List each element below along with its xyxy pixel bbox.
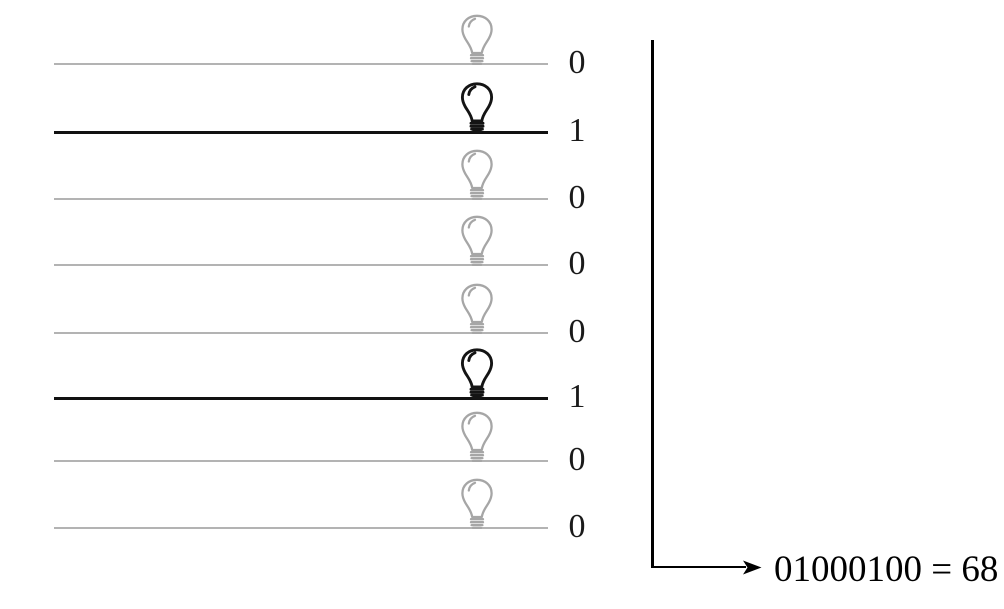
lightbulb-icon	[461, 411, 493, 463]
bit-row-line	[54, 460, 548, 462]
bit-row-line	[54, 527, 548, 529]
bit-row-line	[54, 396, 548, 400]
lightbulb-icon	[460, 82, 494, 134]
lightbulb-icon	[461, 149, 493, 201]
bit-row-line	[54, 264, 548, 266]
lightbulb-icon	[461, 14, 493, 66]
lightbulb-icon	[461, 283, 493, 335]
bit-value-label: 1	[568, 112, 586, 149]
sum-arrow-horizontal-line	[651, 565, 746, 568]
bit-row-line	[54, 332, 548, 334]
lightbulb-icon	[461, 478, 493, 530]
bit-value-label: 0	[568, 508, 586, 545]
lightbulb-icon	[461, 215, 493, 267]
bit-value-label: 1	[568, 378, 586, 415]
bit-value-label: 0	[568, 44, 586, 81]
bit-row-line	[54, 63, 548, 65]
arrowhead-right-icon	[743, 560, 762, 575]
bit-row-line	[54, 130, 548, 134]
bit-value-label: 0	[568, 245, 586, 282]
bit-value-label: 0	[568, 313, 586, 350]
bit-value-label: 0	[568, 179, 586, 216]
lightbulb-icon	[460, 348, 494, 400]
bit-value-label: 0	[568, 441, 586, 478]
bit-row-line	[54, 198, 548, 200]
binary-result-label: 01000100 = 68	[774, 549, 999, 590]
sum-arrow-vertical-line	[651, 40, 654, 567]
